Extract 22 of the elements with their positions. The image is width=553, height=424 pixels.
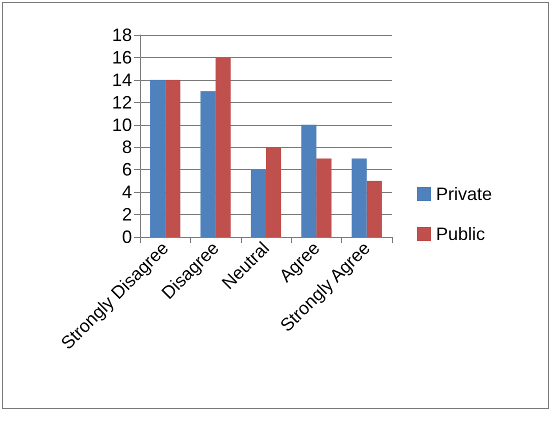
y-tick-label: 18 xyxy=(112,25,132,45)
bar xyxy=(216,57,231,237)
bar xyxy=(150,80,166,237)
legend-label: Public xyxy=(436,224,486,244)
y-tick-label: 16 xyxy=(112,47,132,68)
bar xyxy=(250,170,266,237)
y-tick-label: 14 xyxy=(112,70,132,90)
bar xyxy=(352,158,367,237)
y-tick-label: 10 xyxy=(112,114,132,135)
y-tick-label: 0 xyxy=(122,227,132,247)
legend-label: Private xyxy=(436,184,492,204)
bar xyxy=(200,91,216,237)
y-tick-label: 8 xyxy=(122,137,132,158)
y-tick-label: 4 xyxy=(122,182,132,202)
bar xyxy=(366,180,382,237)
bar xyxy=(165,80,180,237)
bar xyxy=(301,124,316,237)
y-tick-label: 6 xyxy=(122,160,132,180)
bar xyxy=(266,147,282,237)
bar xyxy=(316,158,332,237)
y-tick-label: 2 xyxy=(122,204,132,225)
y-tick-label: 12 xyxy=(112,92,132,112)
